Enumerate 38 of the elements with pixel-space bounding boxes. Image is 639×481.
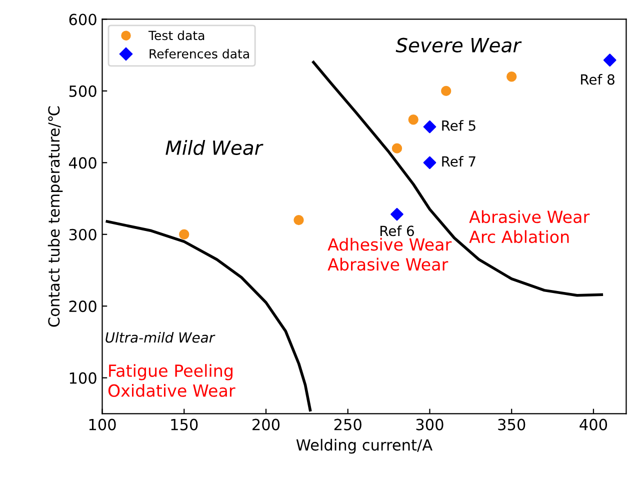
y-tick-label: 500 <box>69 85 96 97</box>
x-tick-label: 350 <box>498 418 526 430</box>
point <box>423 156 436 170</box>
x-tick-label: 400 <box>580 418 608 430</box>
y-tick-label: 300 <box>69 228 96 240</box>
point <box>392 143 402 154</box>
legend-label: References data <box>150 48 249 59</box>
line-series <box>312 60 604 297</box>
point <box>294 214 304 226</box>
y-axis-title: Contact tube temperature/℃ <box>48 106 63 327</box>
x-axis-title: Welding current/A <box>296 438 432 454</box>
annotation: Severe Wear <box>396 38 522 52</box>
y-tick-label: 200 <box>69 300 96 312</box>
point <box>179 229 190 240</box>
annotation: Mild Wear <box>166 140 264 156</box>
annotation: Ultra-mild Wear <box>106 332 216 343</box>
x-tick-label: 150 <box>171 418 198 430</box>
annotation: Ref 7 <box>442 156 476 167</box>
x-tick-label: 200 <box>252 418 280 430</box>
y-tick-label: 400 <box>68 157 96 169</box>
point <box>390 208 404 221</box>
point <box>408 114 418 125</box>
annotation: Adhesive Wear Abrasive Wear <box>328 238 452 271</box>
x-tick-label: 300 <box>416 418 444 430</box>
legend-label: Test data <box>148 30 204 40</box>
annotation: Ref 5 <box>442 120 476 131</box>
point <box>506 72 517 82</box>
annotation: Abrasive Wear Arc Ablation <box>469 210 590 244</box>
x-tick-label: 100 <box>89 418 116 430</box>
x-tick-label: 250 <box>334 418 362 430</box>
annotation: Fatigue Peeling Oxidative Wear <box>108 364 236 397</box>
y-tick-label: 100 <box>70 372 96 384</box>
annotation: Ref 6 <box>380 225 414 236</box>
point <box>441 86 452 96</box>
y-tick-label: 600 <box>69 14 96 26</box>
point <box>423 120 436 134</box>
point <box>603 54 616 67</box>
annotation: Ref 8 <box>581 74 614 85</box>
